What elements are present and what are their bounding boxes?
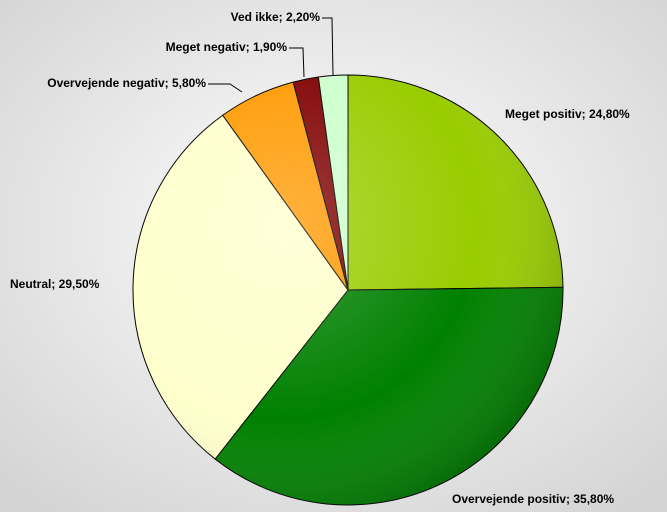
leader-line (289, 47, 305, 78)
data-label: Meget positiv; 24,80% (505, 107, 630, 121)
data-label: Meget negativ; 1,90% (166, 40, 288, 54)
data-label: Neutral; 29,50% (10, 277, 100, 291)
leader-line (322, 17, 334, 76)
data-label: Ved ikke; 2,20% (231, 10, 321, 24)
data-label: Overvejende positiv; 35,80% (452, 492, 614, 506)
data-label: Overvejende negativ; 5,80% (47, 76, 206, 90)
leader-line (208, 83, 243, 93)
